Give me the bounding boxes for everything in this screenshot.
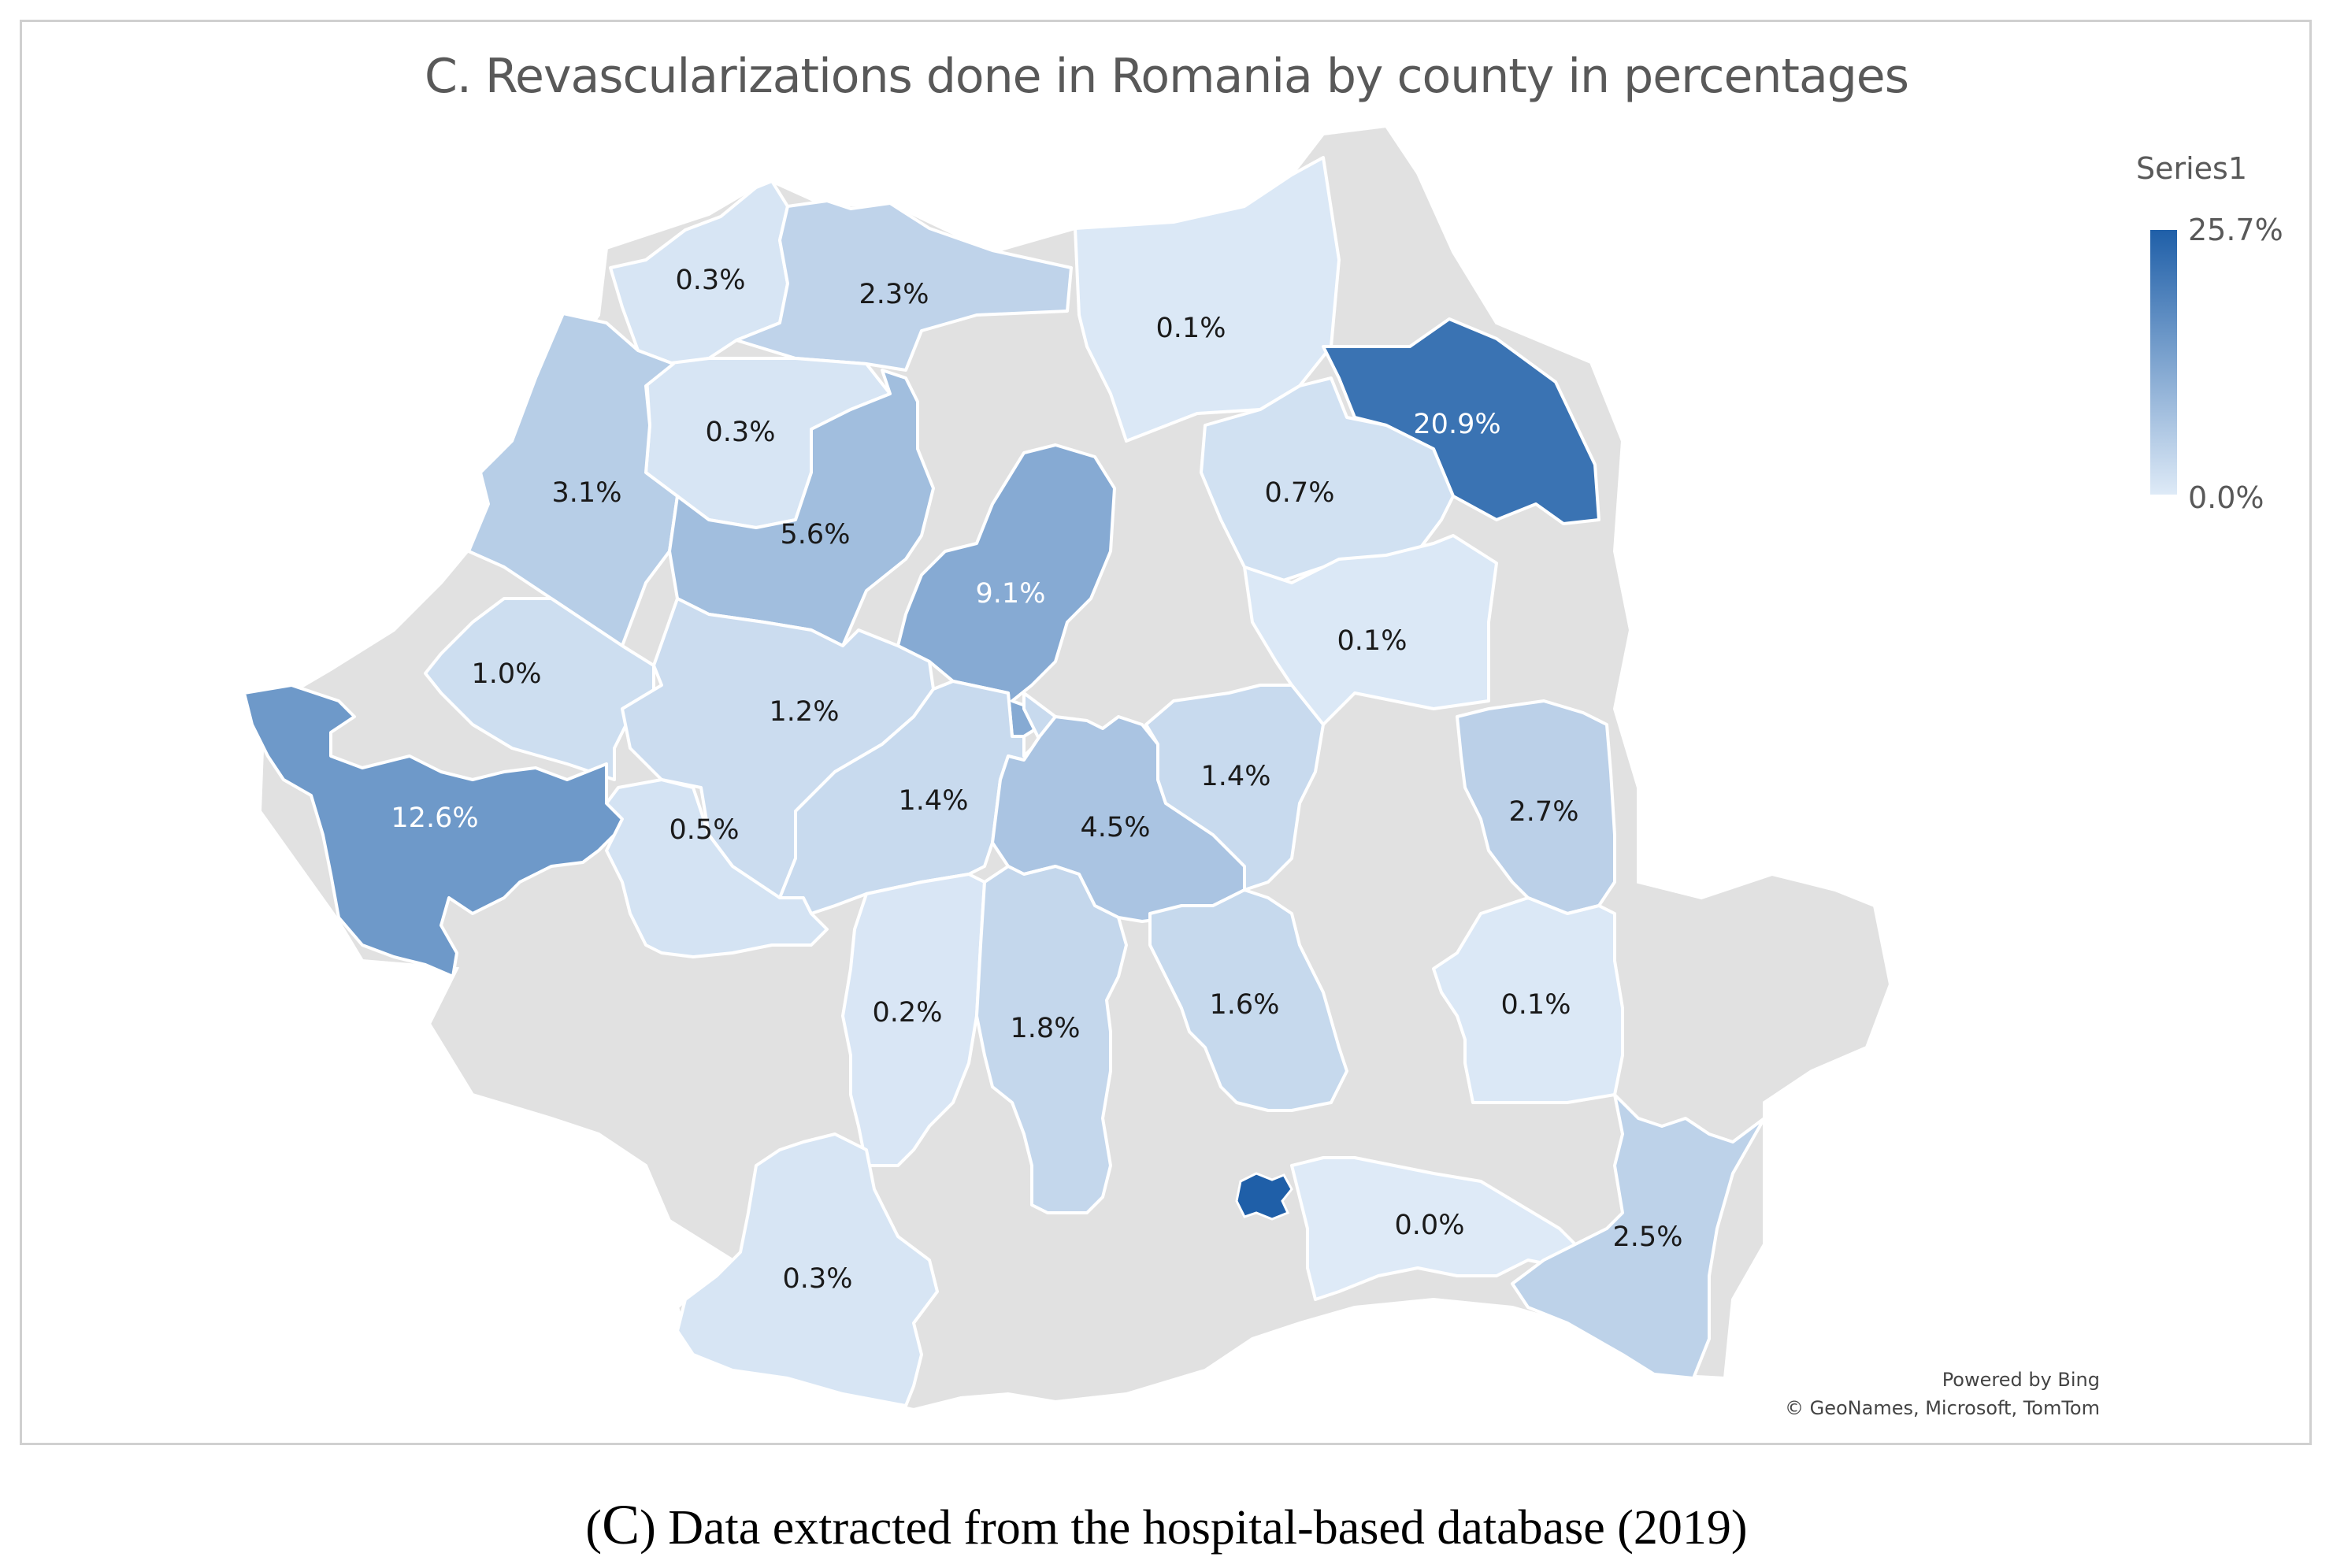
county-region: [467, 312, 679, 647]
county-value-label: 5.6%: [781, 519, 851, 550]
county-value-label: 1.4%: [1201, 761, 1271, 792]
legend-title: Series1: [2136, 151, 2248, 186]
legend-color-bar: [2150, 230, 2177, 495]
county-value-label: 0.2%: [873, 997, 943, 1029]
county-value-label: 1.0%: [472, 658, 542, 690]
county-value-label: 0.3%: [706, 417, 776, 448]
county-value-label: 2.3%: [859, 279, 929, 310]
county-region: [1432, 896, 1624, 1104]
county-value-label: 1.8%: [1011, 1013, 1081, 1044]
county-value-label: 0.1%: [1156, 313, 1226, 344]
county-region: [1148, 888, 1348, 1112]
county-value-label: 1.2%: [770, 696, 840, 728]
county-value-label: 0.5%: [669, 814, 740, 846]
map-title: C. Revascularizations done in Romania by…: [425, 49, 1909, 104]
county-value-label: 2.7%: [1509, 796, 1579, 828]
county-value-label: 0.3%: [783, 1263, 853, 1295]
county-value-label: 2.5%: [1613, 1221, 1683, 1253]
figure-caption: (C) Data extracted from the hospital-bas…: [585, 1493, 1748, 1556]
county-value-label: 0.1%: [1501, 989, 1571, 1021]
county-region: [975, 865, 1128, 1214]
county-value-label: 9.1%: [976, 578, 1046, 610]
county-value-label: 12.6%: [391, 803, 478, 834]
county-region: [1243, 534, 1498, 726]
county-value-label: 0.0%: [1395, 1210, 1465, 1241]
county-value-label: 0.7%: [1265, 477, 1335, 509]
county-region: [1144, 684, 1325, 891]
attribution-copyright: © GeoNames, Microsoft, TomTom: [1784, 1397, 2100, 1419]
county-region: [735, 199, 1073, 372]
legend-min-label: 0.0%: [2188, 480, 2264, 515]
county-region: [605, 778, 829, 958]
bucharest-region: [1235, 1172, 1293, 1221]
county-region: [1200, 376, 1455, 584]
county-value-label: 3.1%: [552, 477, 622, 509]
county-value-label: 1.4%: [899, 785, 969, 817]
county-region: [243, 684, 624, 978]
county-value-label: 0.3%: [676, 265, 746, 296]
county-region: [1511, 1093, 1766, 1380]
county-value-label: 1.6%: [1210, 989, 1280, 1021]
county-value-label: 4.5%: [1081, 812, 1151, 843]
county-region: [676, 1132, 939, 1407]
attribution-powered-by: Powered by Bing: [1942, 1369, 2100, 1391]
caption-text: Data extracted from the hospital-based d…: [655, 1501, 1748, 1555]
legend-max-label: 25.7%: [2188, 213, 2283, 247]
county-value-label: 0.1%: [1337, 625, 1408, 657]
caption-letter: C: [602, 1493, 640, 1556]
county-value-label: 20.9%: [1413, 409, 1500, 440]
